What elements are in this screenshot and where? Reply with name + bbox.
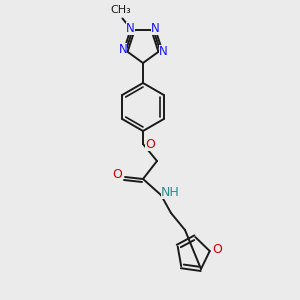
Text: N: N bbox=[159, 45, 167, 58]
Text: CH₃: CH₃ bbox=[110, 5, 131, 15]
Text: O: O bbox=[212, 242, 222, 256]
Text: NH: NH bbox=[160, 185, 179, 199]
Text: N: N bbox=[126, 22, 135, 35]
Text: N: N bbox=[151, 22, 160, 35]
Text: N: N bbox=[118, 43, 127, 56]
Text: O: O bbox=[112, 167, 122, 181]
Text: O: O bbox=[145, 137, 155, 151]
